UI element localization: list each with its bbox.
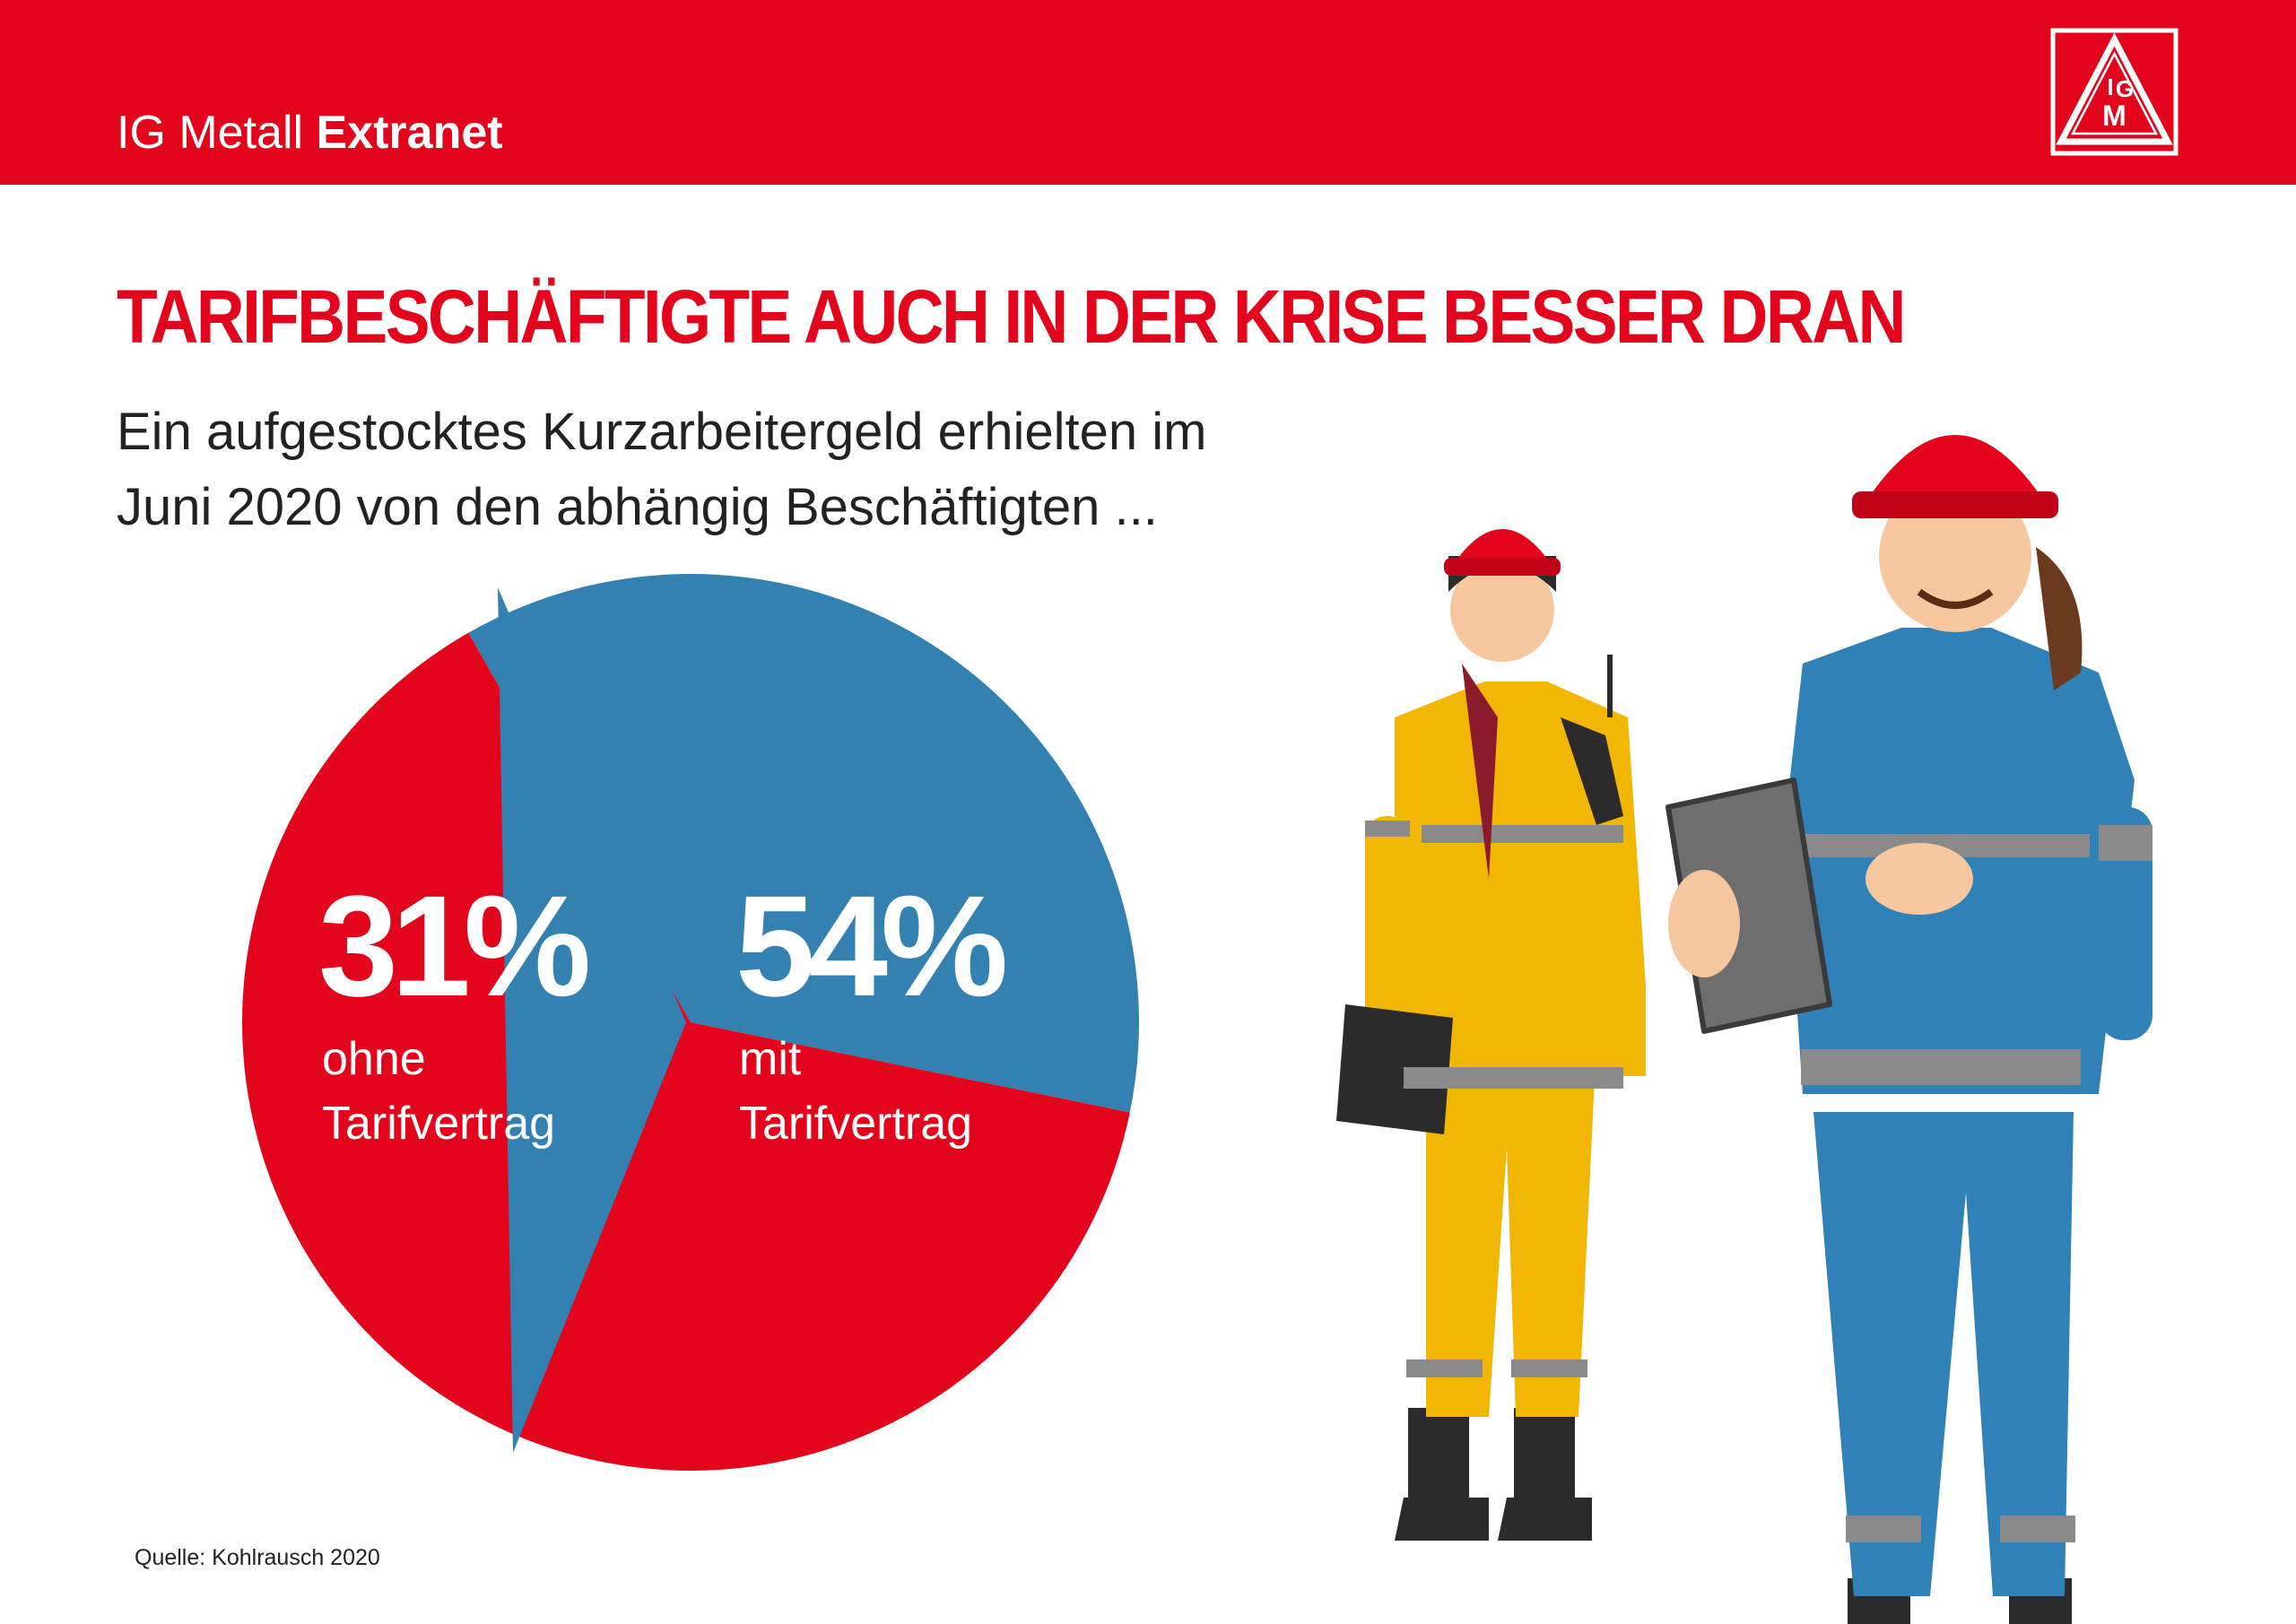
brand-bold-text: Extranet	[316, 107, 503, 159]
ig-metall-logo-icon[interactable]: I G M	[2049, 27, 2179, 157]
svg-text:M: M	[2102, 100, 2126, 132]
brand-title[interactable]: IG Metall Extranet	[117, 106, 503, 160]
svg-text:G: G	[2116, 75, 2134, 102]
two-industrial-workers-illustration	[1336, 435, 2152, 1624]
pie-category-label-1-0: mit	[739, 1033, 802, 1085]
subtitle-line-2: Juni 2020 von den abhängig Beschäftigten…	[117, 478, 1158, 536]
svg-text:I: I	[2107, 74, 2113, 100]
page-headline: TARIFBESCHÄFTIGTE AUCH IN DER KRISE BESS…	[117, 274, 1906, 359]
worker-yellow-illustration	[1336, 529, 1646, 1541]
pie-slice-arrow-notch	[498, 587, 686, 1453]
subtitle-line-1: Ein aufgestocktes Kurzarbeitergeld erhie…	[117, 403, 1207, 461]
brand-light-text: IG Metall	[117, 107, 304, 159]
worker-blue-illustration	[1665, 435, 2152, 1624]
source-note: Quelle: Kohlrausch 2020	[135, 1545, 380, 1570]
pie-category-label-0-0: ohne	[322, 1033, 426, 1085]
pie-chart: 31% ohne Tarifvertrag 54% mit Tarifvertrag	[241, 574, 1139, 1471]
pie-value-label-1: 54%	[735, 865, 1005, 1026]
header-bar: IG Metall Extranet I G M	[0, 0, 2296, 185]
pie-category-label-1-1: Tarifvertrag	[739, 1098, 972, 1150]
pie-category-label-0-1: Tarifvertrag	[322, 1098, 555, 1150]
page-subtitle: Ein aufgestocktes Kurzarbeitergeld erhie…	[117, 395, 1283, 545]
pie-slice-0	[468, 574, 1139, 1113]
pie-slice-1	[241, 632, 1130, 1471]
pie-value-label-0: 31%	[318, 865, 588, 1026]
